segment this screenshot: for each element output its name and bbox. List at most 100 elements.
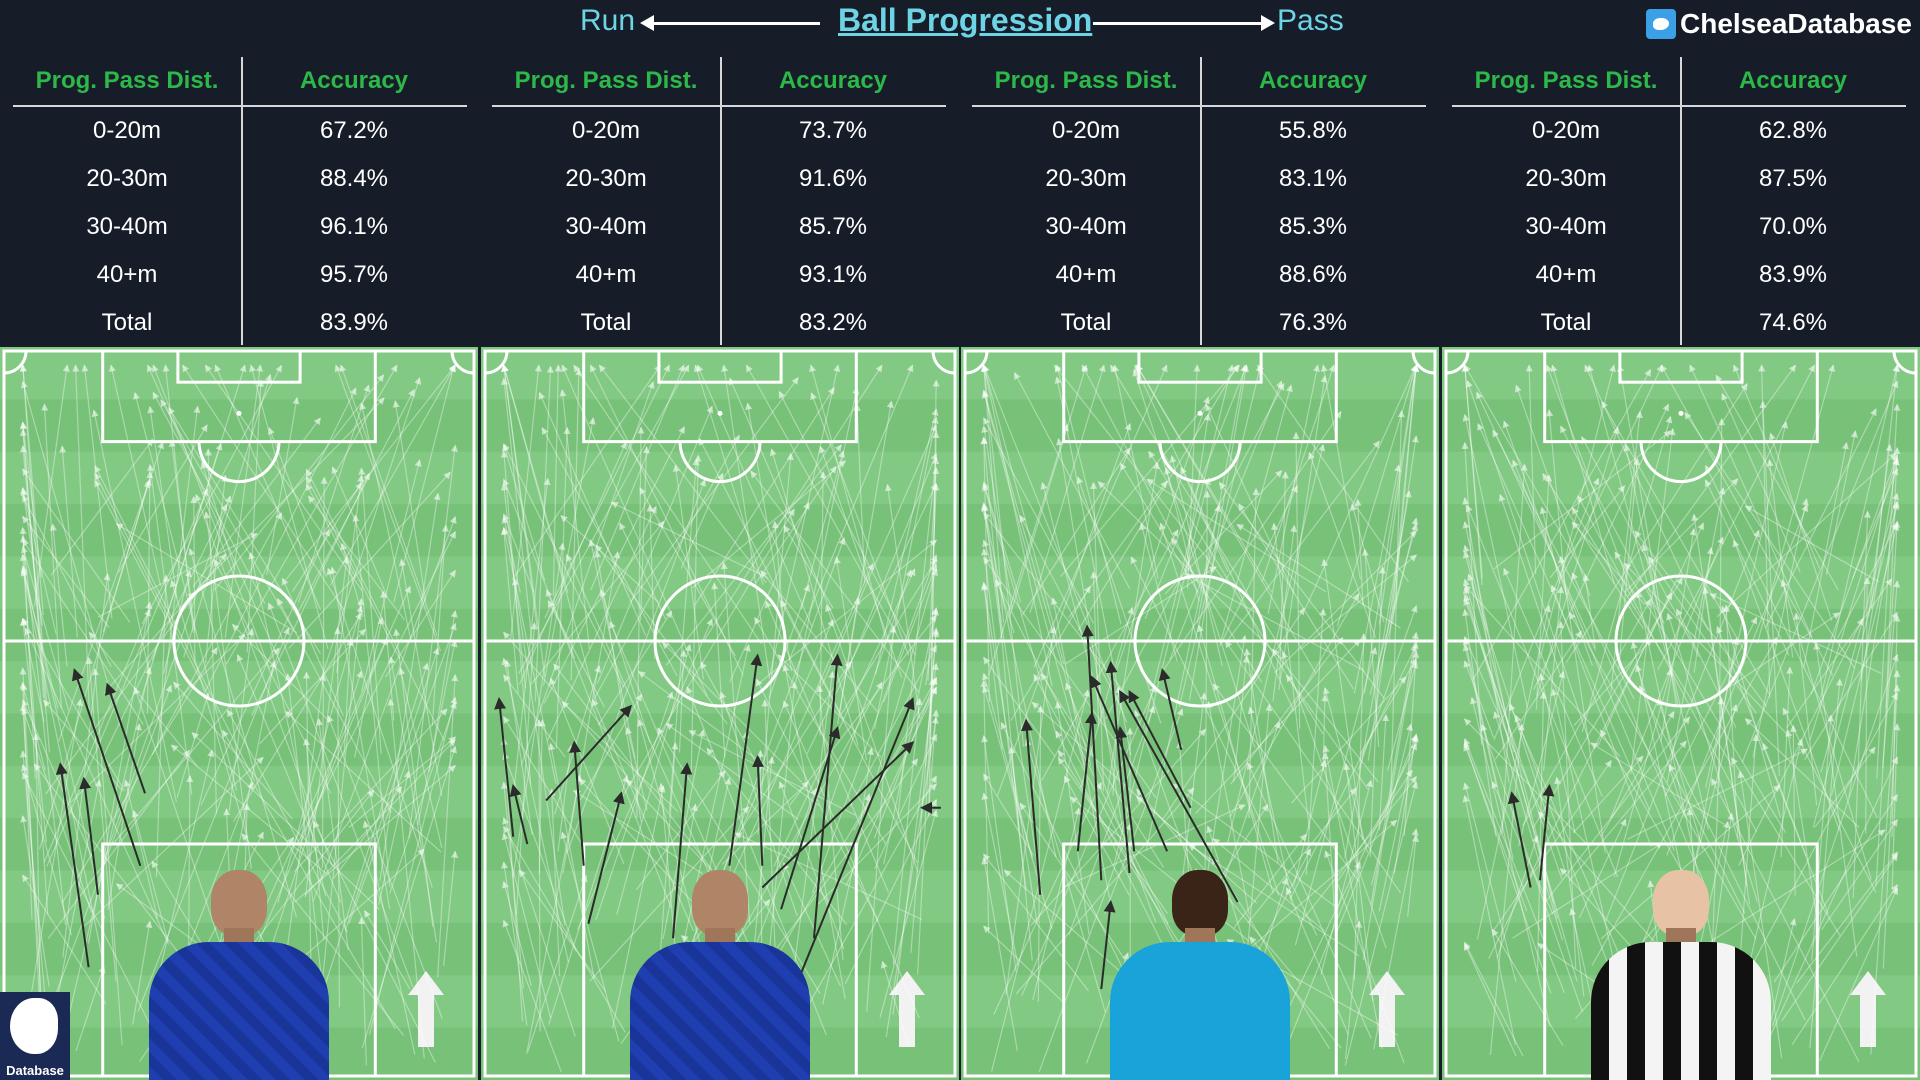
progressive-pass-line bbox=[1225, 640, 1401, 894]
progressive-pass-line bbox=[982, 481, 1022, 603]
progressive-pass-line bbox=[1614, 551, 1787, 834]
progressive-pass-line bbox=[352, 514, 391, 888]
progressive-pass-line bbox=[41, 403, 62, 709]
progressive-pass-line bbox=[398, 558, 443, 796]
progressive-pass-line bbox=[1467, 573, 1567, 873]
progressive-pass-line bbox=[1294, 646, 1378, 946]
player-photo bbox=[1591, 870, 1771, 1080]
progressive-pass-line bbox=[1785, 729, 1817, 913]
progressive-pass-line bbox=[22, 515, 110, 628]
progressive-pass-line bbox=[1029, 364, 1106, 613]
progressive-pass-line bbox=[657, 782, 678, 970]
progressive-pass-line bbox=[789, 614, 937, 806]
progressive-pass-line bbox=[980, 679, 990, 934]
table-cell-accuracy: 76.3% bbox=[1278, 309, 1348, 336]
progressive-pass-line bbox=[756, 678, 879, 922]
table-cell-distance: 0-20m bbox=[571, 117, 641, 144]
progressive-pass-line bbox=[782, 862, 842, 987]
progressive-pass-line bbox=[981, 364, 1065, 665]
progressive-pass-line bbox=[1462, 794, 1516, 1046]
page-title[interactable]: Ball Progression bbox=[838, 2, 1093, 38]
progressive-pass-line bbox=[983, 773, 1034, 856]
progressive-pass-line bbox=[806, 482, 937, 754]
progressive-pass-line bbox=[1605, 529, 1760, 922]
progressive-pass-line bbox=[1738, 617, 1864, 866]
progressive-pass-line bbox=[1461, 364, 1483, 579]
progressive-pass-line bbox=[502, 443, 546, 581]
pitch-stripe bbox=[1442, 451, 1920, 506]
progressive-pass-line bbox=[1146, 478, 1327, 593]
progressive-pass-line bbox=[1321, 694, 1329, 772]
progressive-pass-line bbox=[1572, 755, 1644, 834]
progressive-pass-line bbox=[1535, 474, 1553, 710]
progressive-pass-line bbox=[534, 365, 554, 702]
column-header-accuracy: Accuracy bbox=[299, 67, 409, 94]
progressive-pass-line bbox=[94, 479, 167, 619]
player-shirt bbox=[1591, 942, 1771, 1080]
progressive-pass-line bbox=[557, 744, 574, 852]
progressive-pass-line bbox=[1247, 706, 1293, 902]
corner-arc bbox=[1445, 350, 1470, 375]
progressive-pass-line bbox=[1281, 651, 1387, 949]
progressive-pass-line bbox=[1462, 637, 1514, 860]
progressive-pass-line bbox=[765, 686, 937, 975]
progressive-pass-line bbox=[1766, 458, 1794, 658]
progressive-pass-line bbox=[266, 396, 300, 576]
progressive-pass-line bbox=[267, 602, 414, 988]
player-head bbox=[692, 870, 748, 936]
progressive-pass-line bbox=[981, 364, 1053, 687]
progressive-pass-line bbox=[1388, 364, 1420, 640]
pitch-maps bbox=[0, 347, 1920, 1080]
table-cell-distance: 20-30m bbox=[565, 165, 647, 192]
progressive-pass-line bbox=[661, 641, 803, 783]
progressive-pass-line bbox=[1876, 403, 1901, 779]
progressive-pass-line bbox=[284, 364, 456, 582]
progressive-pass-line bbox=[873, 676, 938, 839]
progressive-pass-line bbox=[545, 589, 672, 909]
progressive-pass-line bbox=[1068, 705, 1156, 936]
progressive-pass-line bbox=[183, 373, 272, 658]
progressive-pass-line bbox=[1464, 364, 1589, 581]
progressive-pass-line bbox=[19, 535, 67, 925]
progressive-pass-line bbox=[981, 857, 1018, 1051]
progressive-pass-line bbox=[343, 638, 354, 756]
progressive-pass-line bbox=[980, 548, 1027, 891]
progressive-pass-line bbox=[1164, 470, 1283, 595]
progressive-pass-line bbox=[1080, 606, 1135, 789]
progressive-run-line bbox=[55, 762, 90, 968]
progressive-pass-line bbox=[1220, 485, 1298, 645]
progressive-pass-line bbox=[19, 703, 45, 1046]
progressive-pass-line bbox=[437, 673, 459, 978]
progressive-pass-line bbox=[1257, 364, 1409, 583]
progressive-pass-line bbox=[1536, 426, 1620, 697]
progressive-pass-line bbox=[560, 831, 620, 1042]
progressive-pass-line bbox=[760, 570, 878, 712]
progressive-pass-line bbox=[610, 501, 769, 579]
progressive-pass-line bbox=[595, 691, 674, 921]
progressive-pass-line bbox=[1188, 844, 1360, 957]
progressive-pass-line bbox=[1809, 457, 1899, 741]
progressive-pass-line bbox=[103, 495, 232, 863]
progressive-pass-line bbox=[1462, 413, 1529, 708]
progressive-pass-line bbox=[1716, 452, 1897, 618]
progressive-pass-line bbox=[755, 539, 938, 687]
progressive-pass-line bbox=[839, 597, 861, 711]
progressive-pass-line bbox=[1810, 453, 1899, 695]
progressive-pass-line bbox=[1336, 734, 1418, 933]
progressive-pass-line bbox=[1634, 530, 1768, 708]
progressive-pass-line bbox=[1148, 450, 1324, 735]
progressive-pass-line bbox=[1033, 364, 1168, 668]
progressive-pass-line bbox=[233, 612, 362, 822]
progressive-pass-line bbox=[1462, 643, 1497, 786]
penalty-spot bbox=[1678, 410, 1684, 416]
progressive-pass-line bbox=[500, 364, 538, 630]
progressive-pass-line bbox=[1010, 585, 1091, 722]
progressive-pass-line bbox=[665, 444, 842, 666]
progressive-pass-line bbox=[1780, 666, 1794, 858]
progressive-pass-line bbox=[1539, 506, 1561, 585]
progressive-pass-line bbox=[501, 516, 521, 593]
progressive-pass-line bbox=[1180, 466, 1229, 573]
progressive-pass-line bbox=[1322, 744, 1383, 1049]
handle-text: ChelseaDatabase bbox=[1680, 8, 1912, 39]
progressive-pass-line bbox=[1803, 611, 1898, 761]
